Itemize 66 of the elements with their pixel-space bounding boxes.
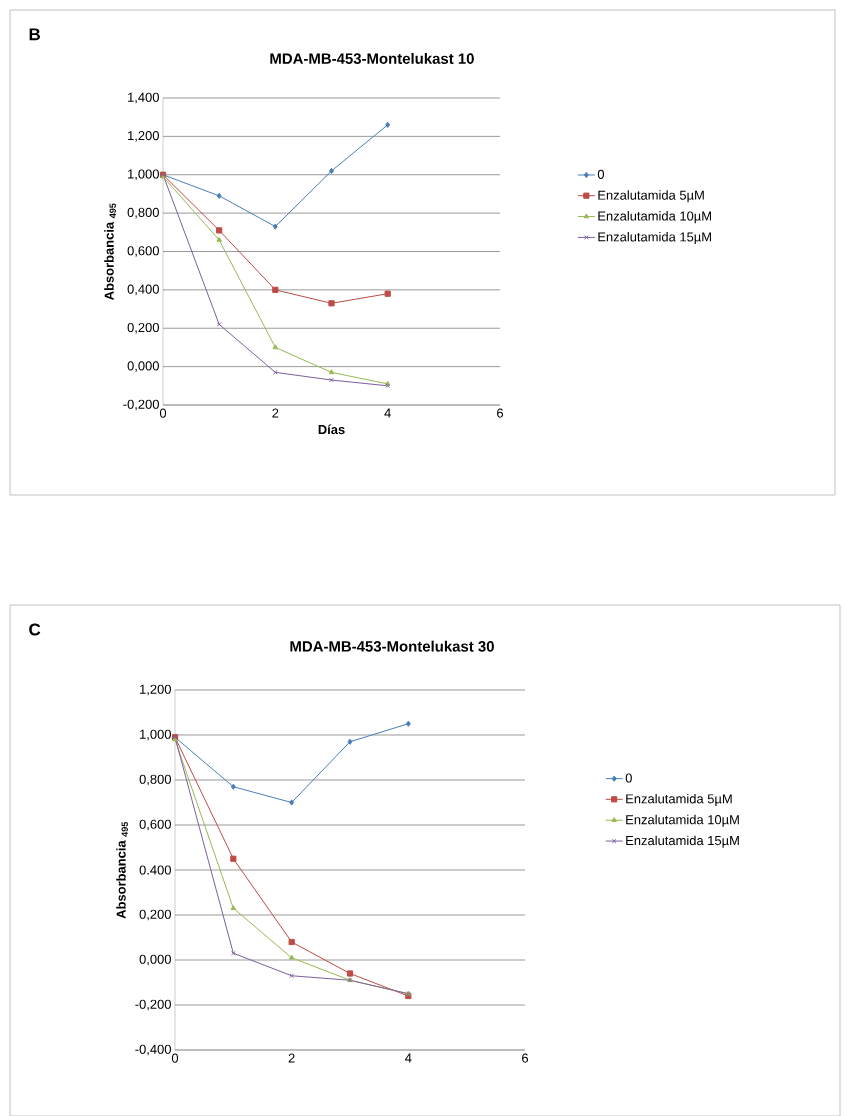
point xyxy=(289,973,294,979)
point xyxy=(231,950,236,956)
legend-label: Enzalutamida 10µM xyxy=(598,211,711,224)
legend-label: Enzalutamida 15µM xyxy=(598,231,711,245)
point xyxy=(384,290,391,297)
y-tick-label: 0.400 xyxy=(139,865,171,875)
y-tick-label: 1,000 xyxy=(128,169,159,181)
x-tick-label: 6 xyxy=(522,1053,529,1063)
y-tick-label: 0,600 xyxy=(139,819,171,831)
legend-label: Enzalutamida 15µM xyxy=(626,835,739,848)
point xyxy=(328,300,335,307)
y-tick-label: 0,800 xyxy=(127,207,159,219)
point xyxy=(385,121,391,128)
point xyxy=(273,370,278,375)
point xyxy=(230,855,237,862)
y-tick-label: -0,200 xyxy=(123,399,159,411)
point xyxy=(288,938,295,946)
point xyxy=(288,954,295,960)
text: B xyxy=(29,28,40,41)
x-tick-label: 2 xyxy=(272,408,279,418)
point xyxy=(405,720,411,727)
point xyxy=(328,369,335,375)
y-axis-title: Absorbancia $_{495}$ xyxy=(116,821,128,919)
legend-label: Enzalutamida 5µM xyxy=(598,190,704,203)
legend-label: Enzalutamida 5µM xyxy=(626,793,732,806)
chart-title: MDA-MB-453-Montelukast 30 xyxy=(290,640,494,652)
point xyxy=(272,223,278,230)
x-tick-label: 4 xyxy=(384,408,391,418)
y-tick-label: 1,200 xyxy=(140,684,171,696)
point xyxy=(346,970,354,977)
point xyxy=(216,192,222,199)
point xyxy=(216,227,223,234)
point xyxy=(272,344,279,350)
y-tick-label: 0,200 xyxy=(127,322,159,334)
y-tick-label: 0,600 xyxy=(127,246,159,257)
x-tick-label: 0 xyxy=(159,408,167,418)
y-tick-label: 1,400 xyxy=(128,92,159,104)
legend-label: 0 xyxy=(625,773,632,783)
point xyxy=(329,377,334,383)
legend-label: 0 xyxy=(597,169,605,179)
point xyxy=(230,905,237,911)
point xyxy=(289,799,295,806)
y-tick-label: 0,400 xyxy=(127,284,159,296)
x-tick-label: 4 xyxy=(405,1053,412,1063)
y-tick-label: 0,200 xyxy=(139,909,171,921)
point xyxy=(272,286,279,293)
y-tick-label: 1,000 xyxy=(140,729,171,741)
point xyxy=(347,738,353,745)
y-tick-label: 0,800 xyxy=(139,774,171,786)
legend-label: Enzalutamida 10µM xyxy=(626,814,739,827)
y-tick-label: -0,200 xyxy=(135,999,171,1011)
chart-title: MDA-MB-453-Montelukast 10 xyxy=(270,52,474,64)
y-tick-label: 0,000 xyxy=(139,954,171,966)
y-tick-label: 0,000 xyxy=(127,361,159,372)
x-tick-label: 6 xyxy=(497,408,504,418)
x-tick-label: 2 xyxy=(288,1053,295,1063)
point xyxy=(329,167,334,174)
y-tick-label: -0,400 xyxy=(135,1044,171,1056)
x-axis-title: Días xyxy=(318,424,345,435)
x-tick-label: 0 xyxy=(171,1053,179,1063)
point xyxy=(216,322,222,327)
point xyxy=(230,783,236,790)
text: C xyxy=(29,623,41,636)
y-axis-title: Absorbancia $_{495}$ xyxy=(104,203,116,300)
point xyxy=(216,236,222,242)
y-tick-label: 1,200 xyxy=(128,131,159,142)
